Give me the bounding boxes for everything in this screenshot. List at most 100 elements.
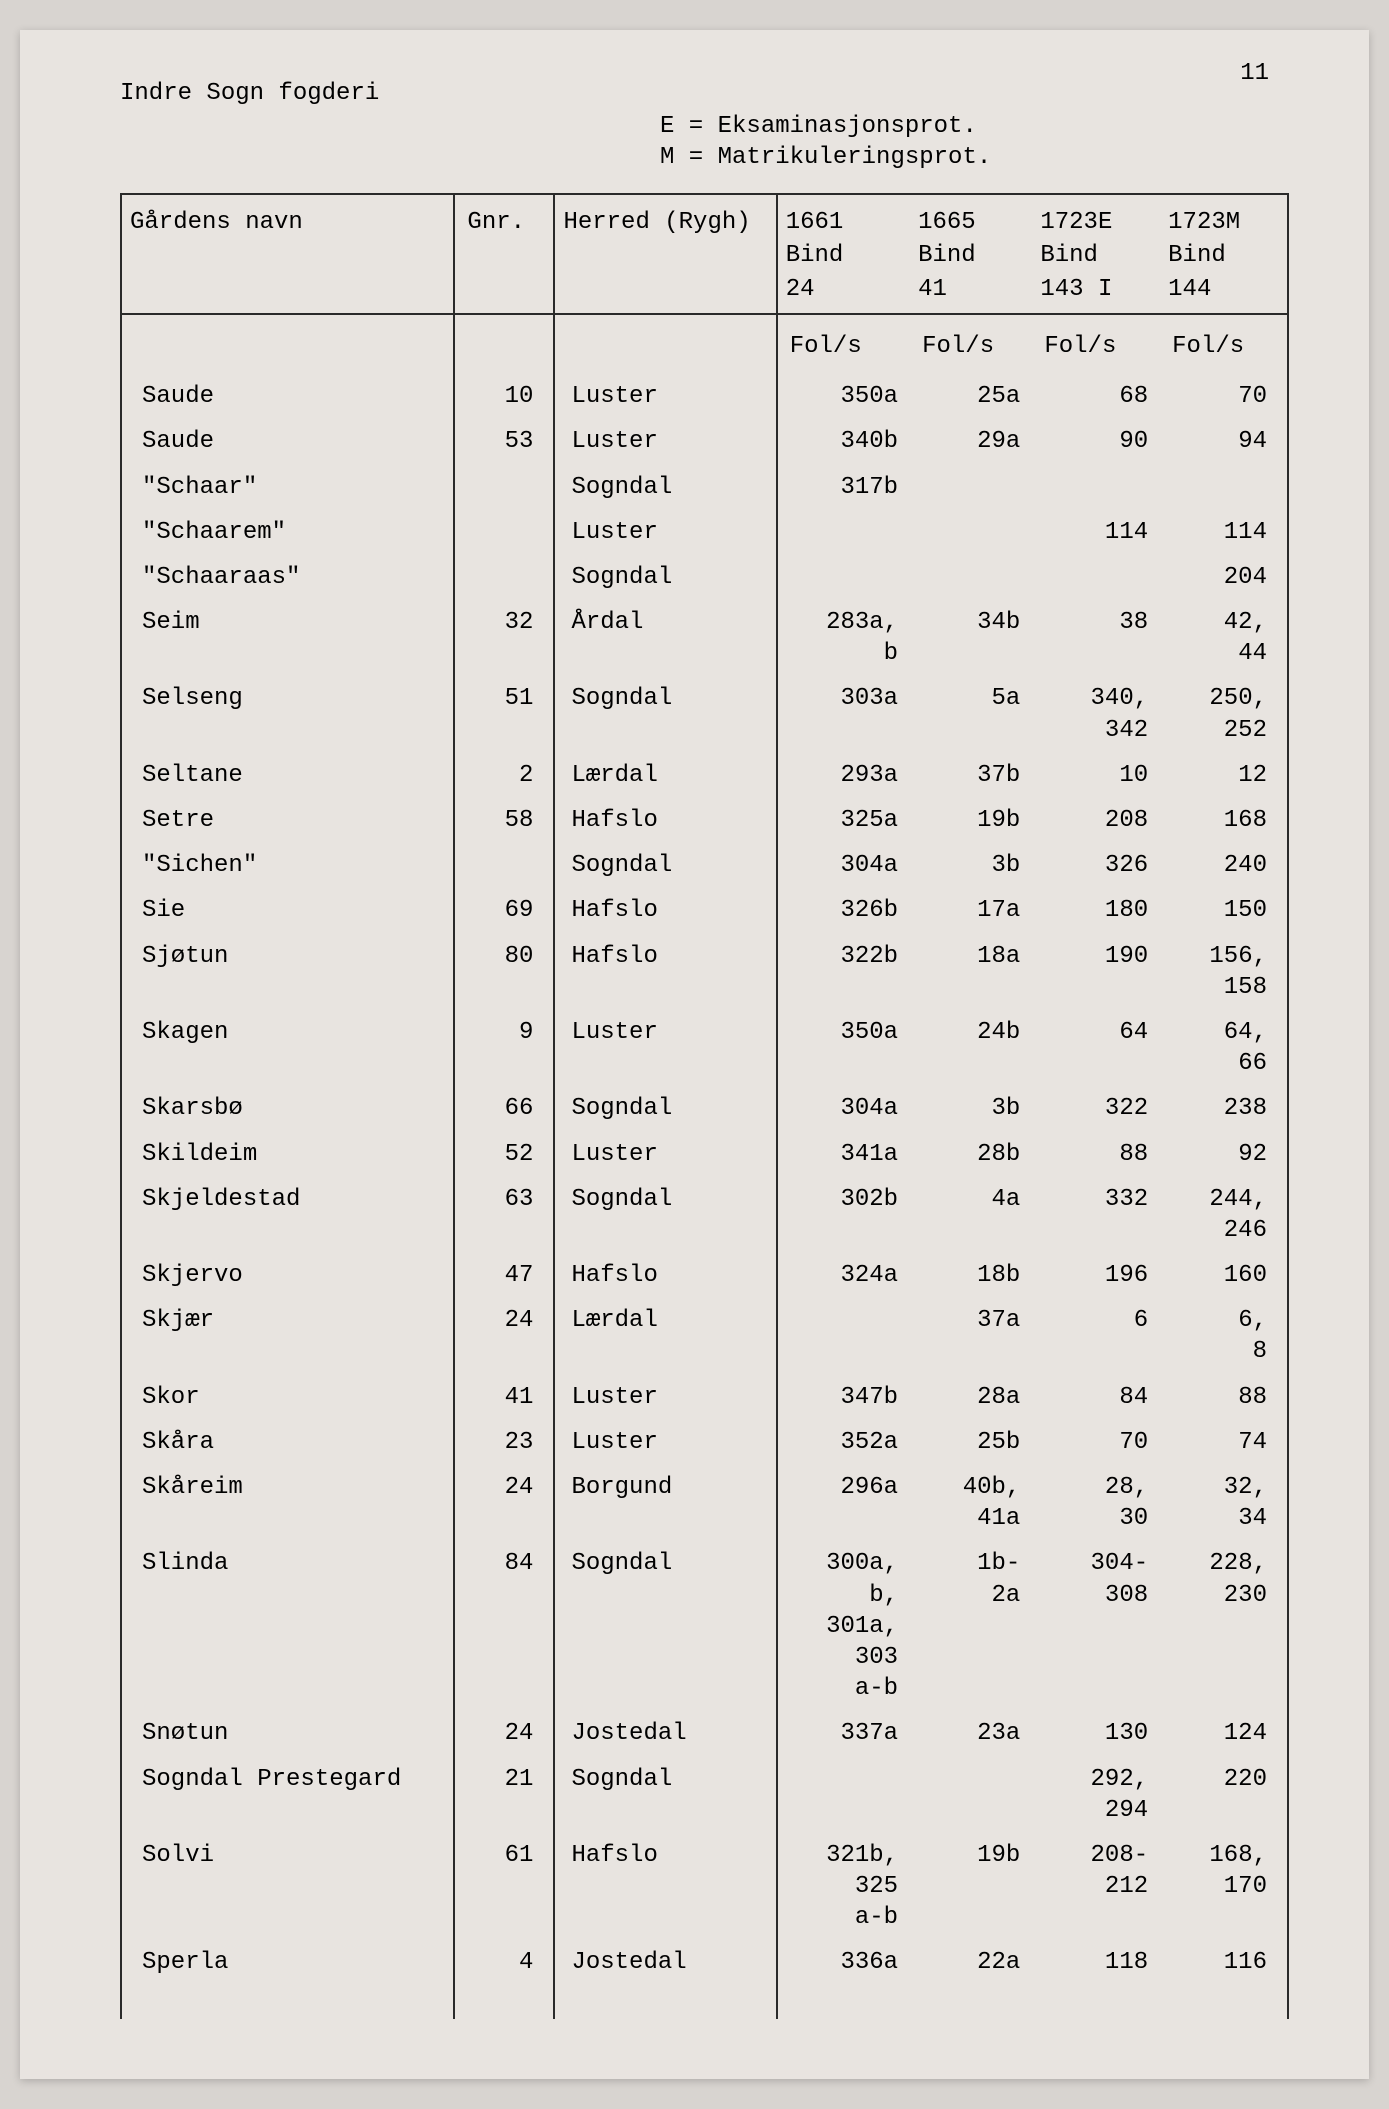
cell-herred: Luster bbox=[554, 1010, 776, 1086]
cell-gnr: 21 bbox=[454, 1757, 554, 1833]
cell-c1665: 40b, 41a bbox=[910, 1465, 1032, 1541]
table-row: Saude53Luster340b29a9094 bbox=[121, 419, 1288, 464]
cell-c1665: 3b bbox=[910, 843, 1032, 888]
table-row: Sjøtun80Hafslo322b18a190156, 158 bbox=[121, 934, 1288, 1010]
table-row: "Schaar"Sogndal317b bbox=[121, 465, 1288, 510]
cell-name: Skarsbø bbox=[121, 1086, 454, 1131]
cell-herred: Luster bbox=[554, 1375, 776, 1420]
cell-c1723e: 208- 212 bbox=[1032, 1833, 1160, 1941]
cell-herred: Luster bbox=[554, 1132, 776, 1177]
cell-gnr: 32 bbox=[454, 600, 554, 676]
cell-gnr: 84 bbox=[454, 1541, 554, 1711]
fols-1723e: Fol/s bbox=[1032, 314, 1160, 374]
legend-e: E = Eksaminasjonsprot. bbox=[660, 111, 1289, 142]
cell-c1723e: 196 bbox=[1032, 1253, 1160, 1298]
table-row: Sogndal Prestegard21Sogndal292, 294220 bbox=[121, 1757, 1288, 1833]
col-header-1661: 1661 Bind bbox=[777, 194, 910, 276]
cell-herred: Sogndal bbox=[554, 1541, 776, 1711]
cell-name: Sperla bbox=[121, 1940, 454, 2018]
cell-c1661: 293a bbox=[777, 753, 910, 798]
cell-c1723m: 160 bbox=[1160, 1253, 1288, 1298]
document-title: Indre Sogn fogderi bbox=[120, 80, 379, 107]
cell-c1723e: 10 bbox=[1032, 753, 1160, 798]
cell-herred: Sogndal bbox=[554, 1177, 776, 1253]
cell-herred: Borgund bbox=[554, 1465, 776, 1541]
cell-herred: Lærdal bbox=[554, 1298, 776, 1374]
cell-gnr: 61 bbox=[454, 1833, 554, 1941]
cell-c1661: 304a bbox=[777, 1086, 910, 1131]
cell-c1723e: 322 bbox=[1032, 1086, 1160, 1131]
cell-c1661: 317b bbox=[777, 465, 910, 510]
cell-c1723m: 250, 252 bbox=[1160, 676, 1288, 752]
table-row: Sie69Hafslo326b17a180150 bbox=[121, 888, 1288, 933]
table-row: Snøtun24Jostedal337a23a130124 bbox=[121, 1711, 1288, 1756]
cell-c1661: 341a bbox=[777, 1132, 910, 1177]
table-row: "Sichen"Sogndal304a3b326240 bbox=[121, 843, 1288, 888]
table-row: Skåra23Luster352a25b7074 bbox=[121, 1420, 1288, 1465]
cell-c1661: 324a bbox=[777, 1253, 910, 1298]
cell-name: Sjøtun bbox=[121, 934, 454, 1010]
cell-c1665: 17a bbox=[910, 888, 1032, 933]
blank bbox=[454, 314, 554, 374]
cell-herred: Luster bbox=[554, 1420, 776, 1465]
bind-1661: 24 bbox=[777, 276, 910, 314]
cell-herred: Sogndal bbox=[554, 465, 776, 510]
cell-c1665: 37b bbox=[910, 753, 1032, 798]
table-row: Skjervo47Hafslo324a18b196160 bbox=[121, 1253, 1288, 1298]
cell-c1661: 352a bbox=[777, 1420, 910, 1465]
cell-c1665: 24b bbox=[910, 1010, 1032, 1086]
cell-c1665: 37a bbox=[910, 1298, 1032, 1374]
table-row: Slinda84Sogndal300a, b, 301a, 303 a-b1b-… bbox=[121, 1541, 1288, 1711]
table-row: Seltane2Lærdal293a37b1012 bbox=[121, 753, 1288, 798]
table-row: Seim32Årdal283a, b34b3842, 44 bbox=[121, 600, 1288, 676]
cell-c1723e: 190 bbox=[1032, 934, 1160, 1010]
cell-gnr: 53 bbox=[454, 419, 554, 464]
table-row: Skjær24Lærdal37a66, 8 bbox=[121, 1298, 1288, 1374]
cell-gnr: 10 bbox=[454, 374, 554, 419]
cell-gnr: 52 bbox=[454, 1132, 554, 1177]
cell-c1723e: 64 bbox=[1032, 1010, 1160, 1086]
cell-c1723m: 220 bbox=[1160, 1757, 1288, 1833]
cell-gnr: 24 bbox=[454, 1465, 554, 1541]
cell-c1723m: 94 bbox=[1160, 419, 1288, 464]
cell-gnr: 4 bbox=[454, 1940, 554, 2018]
cell-name: Saude bbox=[121, 374, 454, 419]
header-row-1: Gårdens navn Gnr. Herred (Rygh) 1661 Bin… bbox=[121, 194, 1288, 276]
cell-c1661: 336a bbox=[777, 1940, 910, 2018]
cell-gnr bbox=[454, 465, 554, 510]
cell-herred: Sogndal bbox=[554, 1086, 776, 1131]
cell-c1723m: 238 bbox=[1160, 1086, 1288, 1131]
cell-c1661: 303a bbox=[777, 676, 910, 752]
page-number: 11 bbox=[1240, 60, 1269, 87]
cell-name: Sie bbox=[121, 888, 454, 933]
cell-gnr bbox=[454, 555, 554, 600]
blank bbox=[554, 276, 776, 314]
cell-name: Skagen bbox=[121, 1010, 454, 1086]
cell-herred: Hafslo bbox=[554, 798, 776, 843]
cell-c1665: 3b bbox=[910, 1086, 1032, 1131]
cell-herred: Årdal bbox=[554, 600, 776, 676]
cell-c1723e: 326 bbox=[1032, 843, 1160, 888]
cell-c1723m: 42, 44 bbox=[1160, 600, 1288, 676]
cell-c1723e: 118 bbox=[1032, 1940, 1160, 2018]
cell-c1665: 25a bbox=[910, 374, 1032, 419]
cell-c1723m: 168 bbox=[1160, 798, 1288, 843]
cell-c1723m: 92 bbox=[1160, 1132, 1288, 1177]
cell-c1665: 19b bbox=[910, 1833, 1032, 1941]
blank bbox=[554, 314, 776, 374]
cell-name: Selseng bbox=[121, 676, 454, 752]
cell-name: Skåra bbox=[121, 1420, 454, 1465]
col-header-1723e: 1723E Bind bbox=[1032, 194, 1160, 276]
col-header-gnr: Gnr. bbox=[454, 194, 554, 276]
cell-c1665 bbox=[910, 555, 1032, 600]
table-row: Skåreim24Borgund296a40b, 41a28, 3032, 34 bbox=[121, 1465, 1288, 1541]
table-row: Solvi61Hafslo321b, 325 a-b19b208- 212168… bbox=[121, 1833, 1288, 1941]
cell-c1665: 22a bbox=[910, 1940, 1032, 2018]
cell-c1661: 283a, b bbox=[777, 600, 910, 676]
bind-1723m: 144 bbox=[1160, 276, 1288, 314]
cell-c1665: 5a bbox=[910, 676, 1032, 752]
cell-herred: Luster bbox=[554, 419, 776, 464]
bind-1723e: 143 I bbox=[1032, 276, 1160, 314]
cell-gnr: 51 bbox=[454, 676, 554, 752]
cell-c1723m: 228, 230 bbox=[1160, 1541, 1288, 1711]
